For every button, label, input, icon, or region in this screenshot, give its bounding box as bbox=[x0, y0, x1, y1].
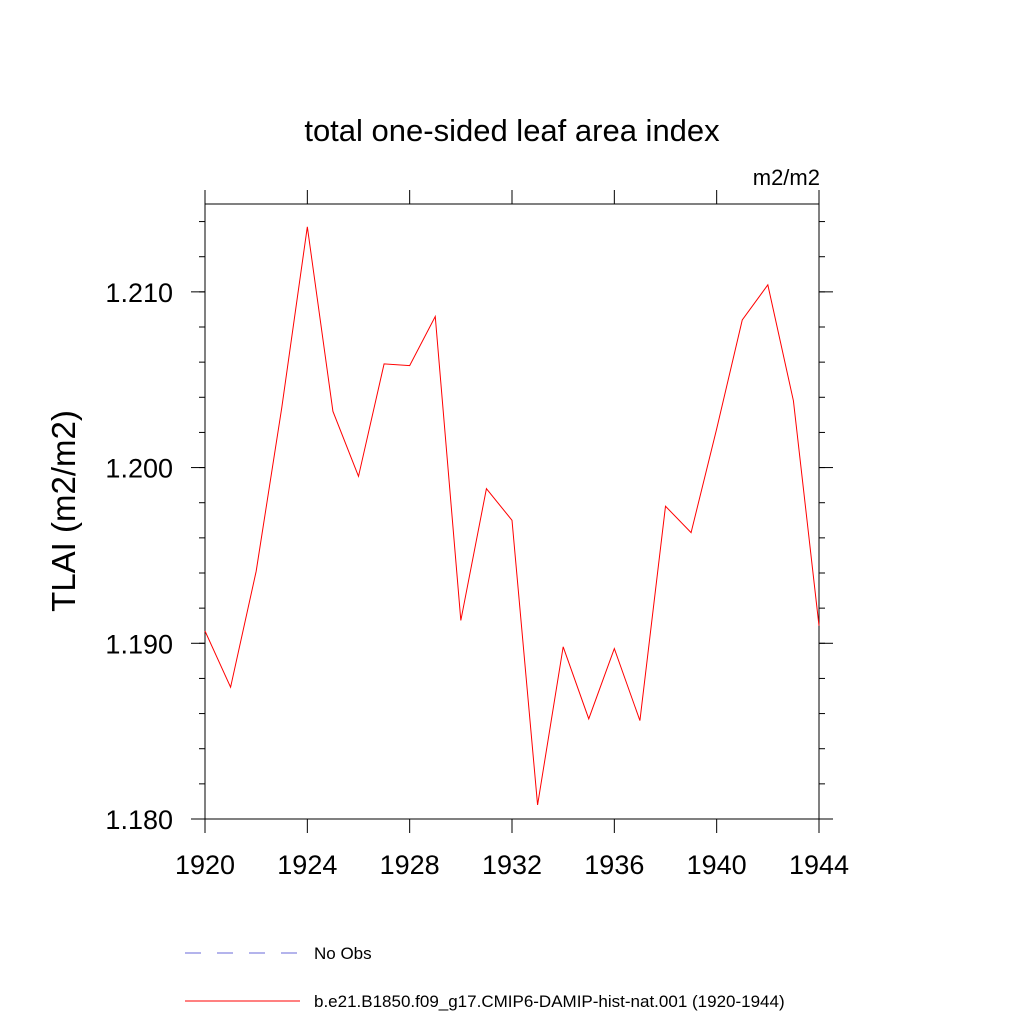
units-label: m2/m2 bbox=[753, 165, 820, 190]
y-axis-label: TLAI (m2/m2) bbox=[45, 410, 82, 612]
chart-title: total one-sided leaf area index bbox=[304, 113, 720, 148]
major-ticks bbox=[191, 190, 833, 833]
tick-labels: 1920 1924 1928 1932 1936 1940 1944 1.180 1.190 1.… bbox=[105, 278, 849, 880]
legend-label: No Obs bbox=[314, 944, 372, 963]
x-tick-label: 1944 bbox=[789, 850, 849, 880]
x-tick-label: 1920 bbox=[175, 850, 235, 880]
y-tick-label: 1.190 bbox=[105, 629, 173, 659]
x-tick-label: 1928 bbox=[380, 850, 440, 880]
y-tick-label: 1.210 bbox=[105, 278, 173, 308]
y-tick-label: 1.200 bbox=[105, 454, 173, 484]
x-tick-label: 1940 bbox=[687, 850, 747, 880]
y-tick-label: 1.180 bbox=[105, 805, 173, 835]
x-tick-label: 1936 bbox=[584, 850, 644, 880]
x-tick-label: 1932 bbox=[482, 850, 542, 880]
legend: No Obs b.e21.B1850.f09_g17.CMIP6-DAMIP-hi… bbox=[185, 944, 785, 1011]
series-line bbox=[204, 226, 820, 806]
legend-label: b.e21.B1850.f09_g17.CMIP6-DAMIP-hist-nat… bbox=[314, 992, 785, 1011]
series-lines bbox=[204, 226, 820, 806]
x-tick-label: 1924 bbox=[277, 850, 337, 880]
